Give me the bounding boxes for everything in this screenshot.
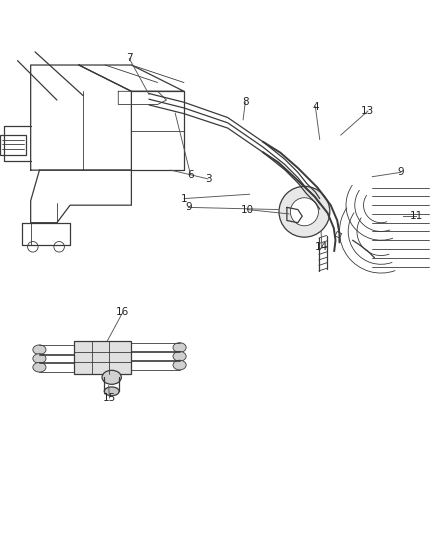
Ellipse shape [33,362,46,372]
Text: 16: 16 [116,308,129,318]
Circle shape [290,198,318,226]
FancyBboxPatch shape [0,135,26,155]
FancyBboxPatch shape [74,341,131,374]
Text: 10: 10 [241,205,254,215]
Ellipse shape [173,360,186,370]
Ellipse shape [173,343,186,352]
Text: 3: 3 [205,174,212,184]
Ellipse shape [33,354,46,364]
Ellipse shape [102,370,121,384]
Text: 8: 8 [242,97,249,107]
Text: 9: 9 [397,167,404,177]
Ellipse shape [104,387,119,395]
Ellipse shape [173,351,186,361]
Text: 4: 4 [312,102,319,111]
Text: 9: 9 [185,203,192,212]
Ellipse shape [33,345,46,354]
Text: 7: 7 [126,53,133,63]
Circle shape [279,187,330,237]
Text: 13: 13 [361,106,374,116]
Text: 15: 15 [103,393,116,403]
Text: 14: 14 [315,242,328,252]
Text: 6: 6 [187,169,194,180]
Text: 1: 1 [180,193,187,204]
Text: 11: 11 [410,211,423,221]
